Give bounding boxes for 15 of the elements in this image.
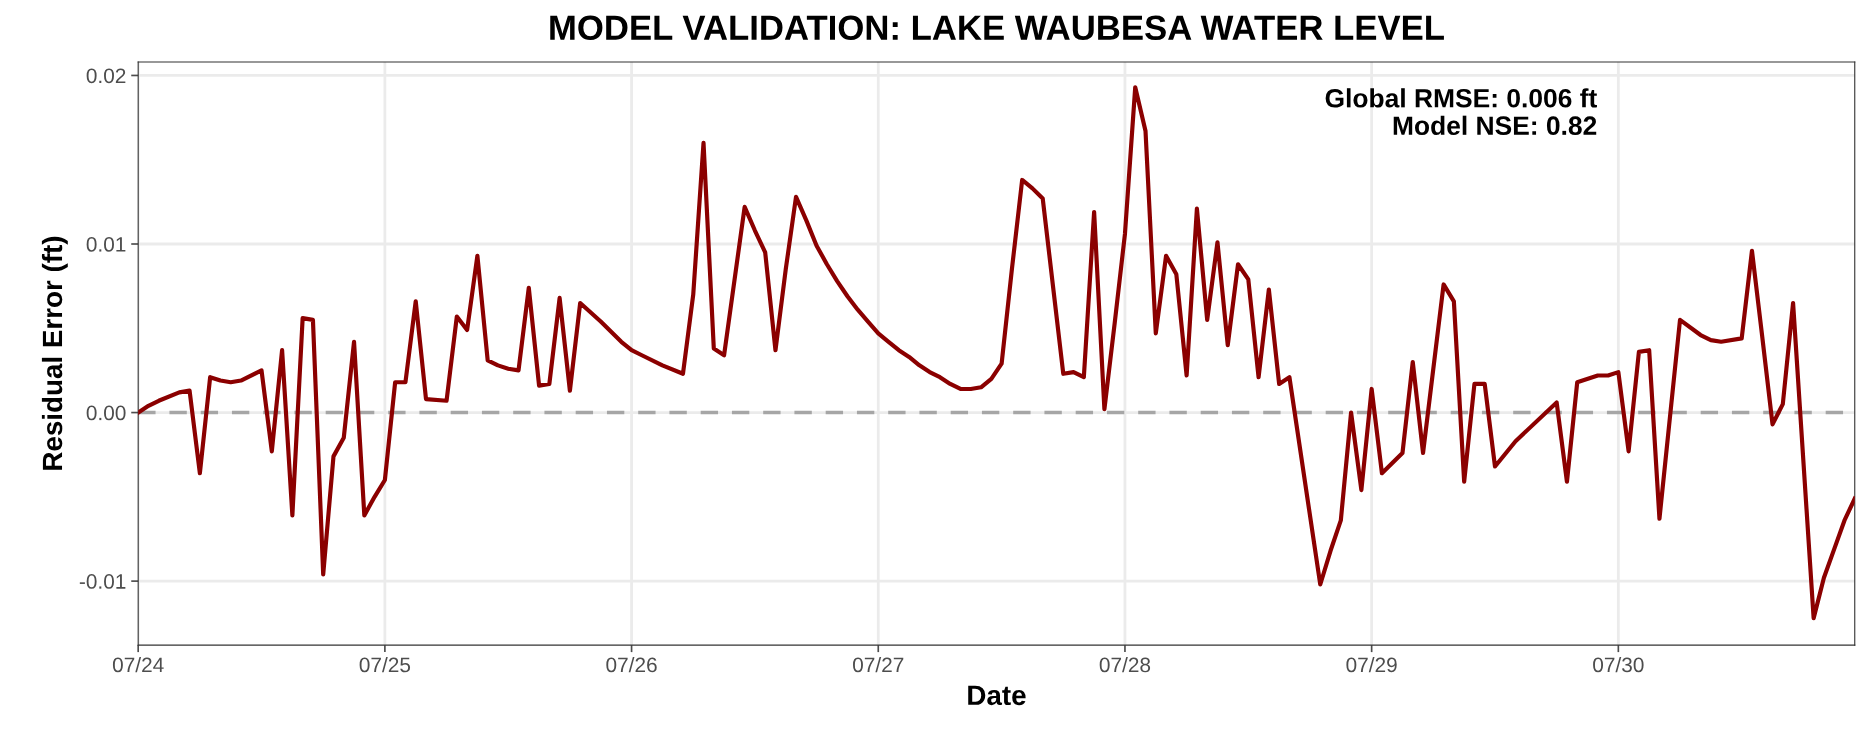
x-tick-label: 07/24 xyxy=(112,656,164,673)
y-axis-title: Residual Error (ft) xyxy=(41,236,68,470)
x-axis-title: Date xyxy=(968,685,1026,706)
y-tick-label: 0.00 xyxy=(86,405,126,421)
y-tick-label: 0.01 xyxy=(86,237,126,252)
x-tick-label: 07/25 xyxy=(359,656,411,673)
x-tick-label: 07/30 xyxy=(1593,656,1644,673)
annotation: Global RMSE: 0.006 ft Model NSE: 0.82 xyxy=(1325,88,1597,136)
x-tick-label: 07/28 xyxy=(1099,656,1151,673)
x-tick-label: 07/29 xyxy=(1346,656,1397,673)
x-tick-label: 07/27 xyxy=(853,656,904,673)
y-tick-label: 0.02 xyxy=(86,68,126,84)
chart-title: MODEL VALIDATION: LAKE WAUBESA WATER LEVEL xyxy=(550,15,1444,41)
x-tick-label: 07/26 xyxy=(606,656,657,673)
y-tick-label: -0.01 xyxy=(79,574,126,589)
